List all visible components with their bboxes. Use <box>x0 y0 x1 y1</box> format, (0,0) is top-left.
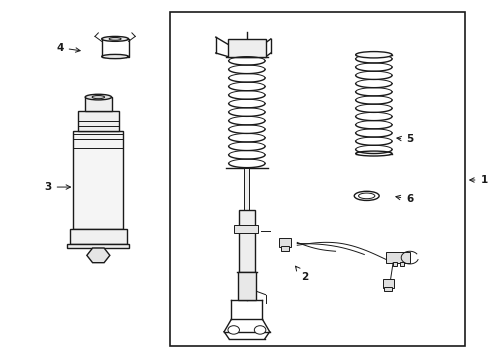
Text: 6: 6 <box>395 194 413 204</box>
Ellipse shape <box>358 193 374 199</box>
Bar <box>279 238 290 247</box>
Text: 4: 4 <box>56 43 80 53</box>
Bar <box>85 97 111 111</box>
Circle shape <box>254 326 265 334</box>
Bar <box>73 131 123 229</box>
Bar <box>399 262 403 266</box>
Bar <box>281 246 288 251</box>
Circle shape <box>227 326 239 334</box>
Bar <box>170 12 464 346</box>
Ellipse shape <box>92 95 104 99</box>
Bar <box>237 272 256 300</box>
Text: 3: 3 <box>44 182 70 192</box>
Ellipse shape <box>102 36 128 41</box>
Bar <box>244 168 249 210</box>
Bar <box>67 243 129 248</box>
Bar <box>239 210 254 272</box>
Ellipse shape <box>102 54 128 59</box>
Ellipse shape <box>85 94 111 100</box>
Bar <box>385 252 409 263</box>
Text: 5: 5 <box>396 134 413 144</box>
Text: 2: 2 <box>295 266 307 282</box>
Text: 1: 1 <box>469 175 487 185</box>
Bar <box>234 225 258 233</box>
Bar <box>227 39 265 57</box>
Ellipse shape <box>355 51 391 58</box>
Bar <box>392 262 396 266</box>
Ellipse shape <box>109 37 121 40</box>
Bar <box>382 279 393 288</box>
Bar <box>69 229 127 243</box>
Ellipse shape <box>355 151 391 156</box>
Bar <box>384 287 391 291</box>
Bar <box>78 111 119 131</box>
Ellipse shape <box>353 191 378 201</box>
